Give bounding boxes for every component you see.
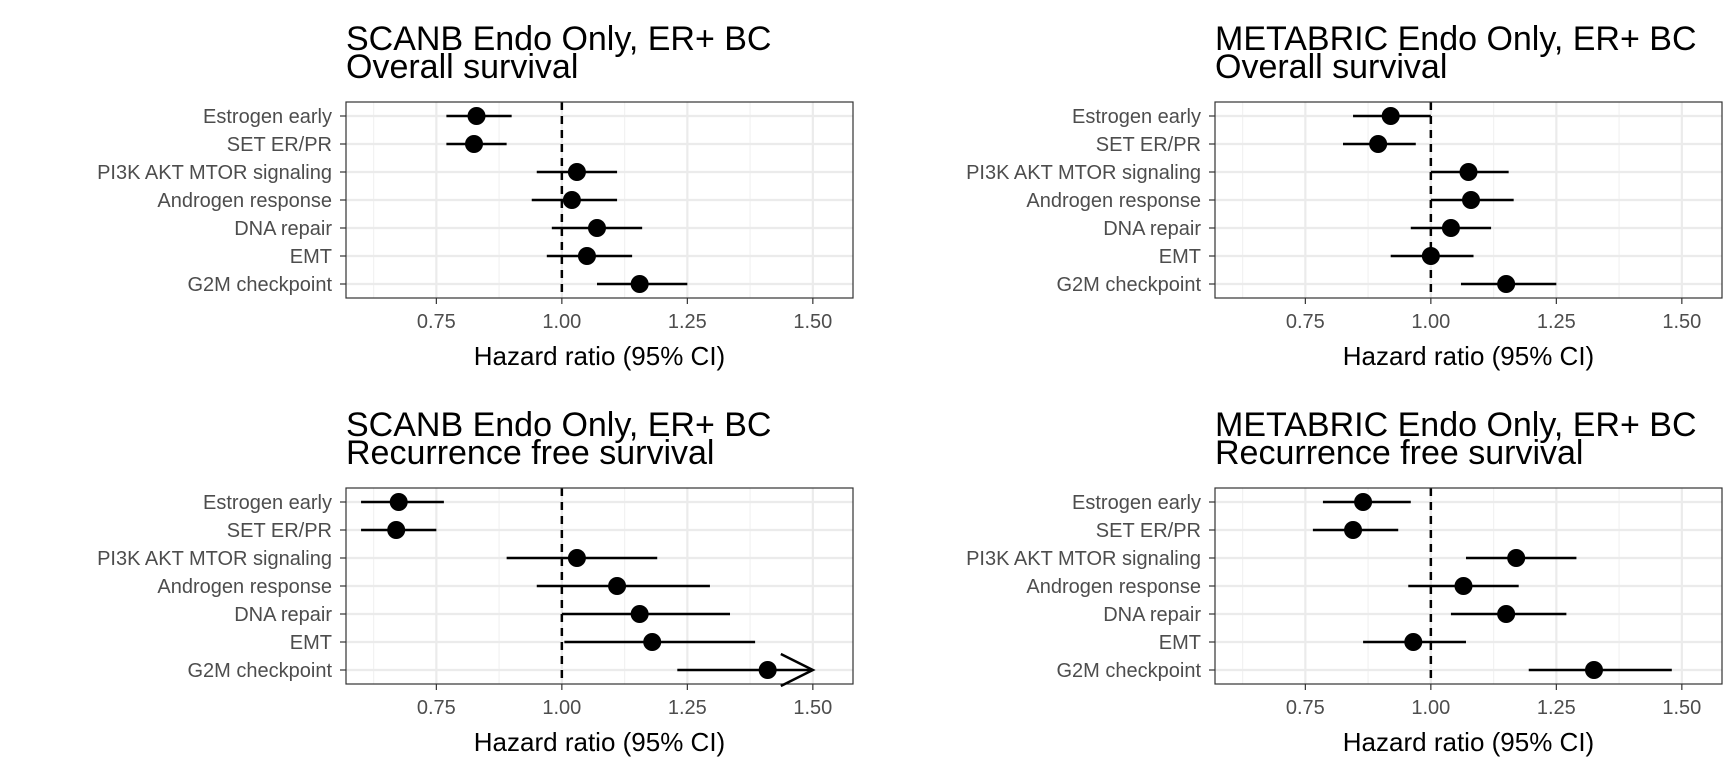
row-label: EMT (290, 246, 332, 268)
x-tick-label: 1.00 (542, 311, 581, 333)
x-tick-label: 1.25 (668, 697, 707, 719)
hr-point (387, 521, 406, 539)
x-tick-label: 1.25 (668, 311, 707, 333)
panel-title: METABRIC Endo Only, ER+ BC (1215, 20, 1697, 58)
x-axis-title: Hazard ratio (95% CI) (474, 727, 725, 757)
x-tick-label: 0.75 (1286, 311, 1325, 333)
panel-subtitle: Recurrence free survival (1215, 434, 1583, 472)
row-label: PI3K AKT MTOR signaling (966, 548, 1201, 570)
row-label: Androgen response (1026, 576, 1201, 598)
hr-point (630, 275, 649, 293)
x-tick-label: 1.25 (1537, 311, 1576, 333)
row-label: PI3K AKT MTOR signaling (97, 548, 332, 570)
hr-point (1497, 275, 1516, 293)
row-label: EMT (1159, 246, 1201, 268)
row-label: SET ER/PR (227, 134, 332, 156)
x-tick-label: 1.25 (1537, 697, 1576, 719)
x-axis-title: Hazard ratio (95% CI) (474, 341, 725, 371)
x-tick-label: 0.75 (417, 311, 456, 333)
hr-point (758, 661, 777, 679)
row-label: DNA repair (1103, 604, 1201, 626)
panel-title: SCANB Endo Only, ER+ BC (346, 406, 771, 444)
row-label: Androgen response (157, 576, 332, 598)
x-tick-label: 1.50 (1662, 697, 1701, 719)
x-tick-label: 0.75 (417, 697, 456, 719)
row-label: SET ER/PR (1096, 134, 1201, 156)
row-label: PI3K AKT MTOR signaling (97, 162, 332, 184)
x-axis-title: Hazard ratio (95% CI) (1343, 727, 1594, 757)
hr-point (1369, 135, 1388, 153)
hr-point (1462, 191, 1481, 209)
hr-point (1354, 493, 1373, 511)
row-label: Androgen response (1026, 190, 1201, 212)
panel-subtitle: Overall survival (346, 48, 578, 86)
hr-point (630, 605, 649, 623)
hr-point (1497, 605, 1516, 623)
hr-point (1404, 633, 1423, 651)
row-label: G2M checkpoint (1056, 660, 1201, 682)
hr-point (467, 107, 486, 125)
hr-point (562, 191, 581, 209)
x-tick-label: 1.00 (1411, 697, 1450, 719)
hr-point (587, 219, 606, 237)
panel-title: METABRIC Endo Only, ER+ BC (1215, 406, 1697, 444)
row-label: Androgen response (157, 190, 332, 212)
panel-subtitle: Overall survival (1215, 48, 1447, 86)
row-label: SET ER/PR (227, 520, 332, 542)
hr-point (465, 135, 484, 153)
hr-point (1459, 163, 1478, 181)
row-label: Estrogen early (1072, 106, 1201, 128)
row-label: PI3K AKT MTOR signaling (966, 162, 1201, 184)
row-label: DNA repair (234, 604, 332, 626)
panel-subtitle: Recurrence free survival (346, 434, 714, 472)
hr-point (1441, 219, 1460, 237)
hr-point (1507, 549, 1526, 567)
row-label: EMT (290, 632, 332, 654)
hr-point (1381, 107, 1400, 125)
hr-point (567, 549, 586, 567)
row-label: G2M checkpoint (1056, 274, 1201, 296)
hr-point (1454, 577, 1473, 595)
ci-arrowhead (780, 652, 816, 688)
row-label: G2M checkpoint (187, 660, 332, 682)
row-label: Estrogen early (1072, 492, 1201, 514)
hr-point (577, 247, 596, 265)
row-label: Estrogen early (203, 106, 332, 128)
x-tick-label: 1.00 (542, 697, 581, 719)
hr-point (389, 493, 408, 511)
x-tick-label: 1.50 (793, 311, 832, 333)
row-label: DNA repair (234, 218, 332, 240)
row-label: G2M checkpoint (187, 274, 332, 296)
hr-point (1584, 661, 1603, 679)
x-tick-label: 1.00 (1411, 311, 1450, 333)
hr-point (567, 163, 586, 181)
row-label: Estrogen early (203, 492, 332, 514)
x-tick-label: 1.50 (1662, 311, 1701, 333)
x-axis-title: Hazard ratio (95% CI) (1343, 341, 1594, 371)
row-label: EMT (1159, 632, 1201, 654)
x-tick-label: 0.75 (1286, 697, 1325, 719)
row-label: DNA repair (1103, 218, 1201, 240)
hr-point (608, 577, 627, 595)
hr-point (1421, 247, 1440, 265)
x-tick-label: 1.50 (793, 697, 832, 719)
hr-point (643, 633, 662, 651)
panel-title: SCANB Endo Only, ER+ BC (346, 20, 771, 58)
hr-point (1344, 521, 1363, 539)
row-label: SET ER/PR (1096, 520, 1201, 542)
